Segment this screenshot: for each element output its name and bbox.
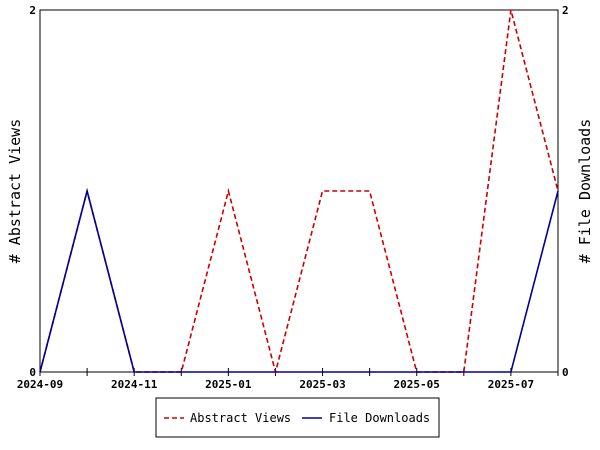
y-tick-label-0: 0 (29, 366, 36, 379)
series-lines (39, 9, 559, 376)
x-tick-label-2025-05: 2025-05 (394, 378, 440, 391)
legend: Abstract Views File Downloads (155, 397, 440, 438)
legend-label-abstract-views: Abstract Views (190, 411, 291, 425)
x-tick-label-2025-01: 2025-01 (205, 378, 252, 391)
series-line-file-downloads (39, 187, 559, 373)
legend-box (155, 397, 440, 438)
x-tick-label-2025-03: 2025-03 (299, 378, 345, 391)
y2-tick-label-2: 2 (562, 4, 569, 17)
axes (39, 9, 559, 376)
series-line-abstract-views (39, 9, 559, 376)
legend-label-file-downloads: File Downloads (329, 411, 430, 425)
y2-axis-title: # File Downloads (576, 119, 594, 264)
x-tick-label-2025-07: 2025-07 (488, 378, 534, 391)
y-tick-label-2: 2 (29, 4, 36, 17)
plot-frame (39, 9, 559, 373)
y-axis-title: # Abstract Views (6, 119, 24, 264)
y2-tick-label-0: 0 (562, 366, 569, 379)
tick-labels: 2024-09 2024-11 2025-01 2025-03 2025-05 2025-… (17, 4, 569, 391)
x-tick-label-2024-09: 2024-09 (17, 378, 63, 391)
x-tick-label-2024-11: 2024-11 (111, 378, 158, 391)
